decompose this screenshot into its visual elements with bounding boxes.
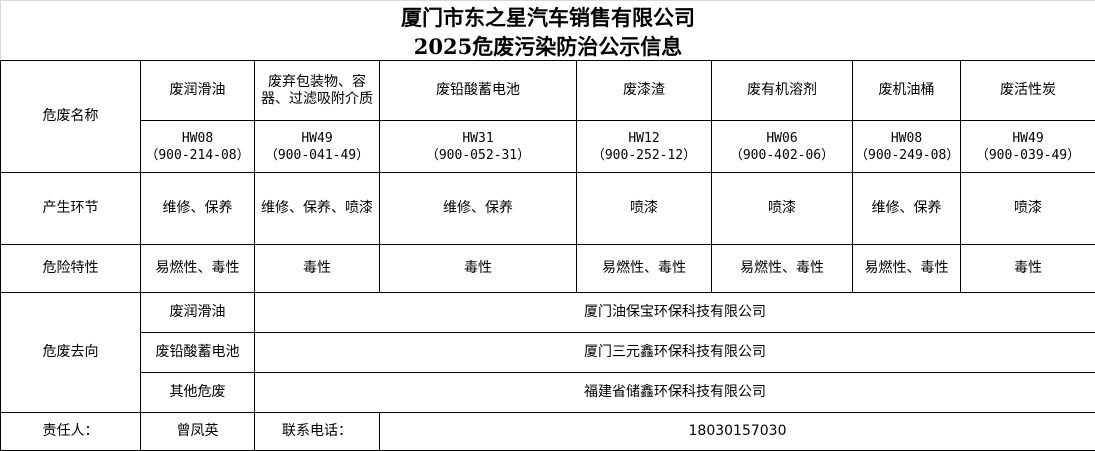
code: HW12 (628, 130, 660, 146)
responsible-person: 曾凤英 (140, 412, 255, 451)
sub-code: （900-039-49） (975, 147, 1081, 163)
company-name: 厦门市东之星汽车销售有限公司 (401, 5, 695, 30)
code: HW31 (462, 130, 494, 146)
sub-code: （900-214-08） (145, 147, 250, 163)
waste-code: HW08 （900-249-08） (852, 120, 961, 173)
process: 喷漆 (576, 172, 712, 245)
destination-type: 废铅酸蓄电池 (140, 332, 255, 373)
hazard: 毒性 (960, 244, 1095, 293)
hazard: 易燃性、毒性 (576, 244, 712, 293)
hazard: 毒性 (379, 244, 577, 293)
hazard: 易燃性、毒性 (140, 244, 255, 293)
process: 维修、保养 (379, 172, 577, 245)
destination-row: 其他危废 福建省储鑫环保科技有限公司 (1, 372, 1095, 413)
sub-code: （900-402-06） (729, 147, 835, 163)
hazardous-waste-table: 危废名称 废润滑油 废弃包装物、容器、过滤吸附介质 废铅酸蓄电池 废漆渣 废有机… (0, 60, 1095, 451)
sub-code: （900-249-08） (855, 147, 960, 163)
code: HW06 (766, 130, 798, 146)
waste-name: 废机油桶 (852, 60, 961, 121)
destination-company: 厦门油保宝环保科技有限公司 (254, 292, 1095, 333)
waste-name: 废有机溶剂 (711, 60, 853, 121)
waste-code: HW12 （900-252-12） (576, 120, 712, 173)
waste-code-row: HW08 （900-214-08） HW49 （900-041-49） HW31 （9… (1, 120, 1095, 173)
destination-type: 废润滑油 (140, 292, 255, 333)
code: HW49 (1012, 130, 1044, 146)
process: 维修、保养 (140, 172, 255, 245)
destination-row: 危废去向 废润滑油 厦门油保宝环保科技有限公司 (0, 292, 1095, 413)
hazard-row: 危险特性 易燃性、毒性 毒性 毒性 易燃性、毒性 易燃性、毒性 易燃性、毒性 毒… (0, 244, 1095, 293)
destination-company: 福建省储鑫环保科技有限公司 (254, 372, 1095, 413)
waste-name: 废漆渣 (576, 60, 712, 121)
process: 维修、保养 (852, 172, 961, 245)
sub-code: （900-041-49） (264, 147, 370, 163)
hazard: 毒性 (254, 244, 380, 293)
responsible-label: 责任人： (0, 412, 141, 451)
waste-name: 废润滑油 (140, 60, 255, 121)
code: HW08 (890, 130, 923, 146)
phone-number: 18030157030 (379, 412, 1095, 451)
process: 喷漆 (960, 172, 1095, 245)
row-label-hazard: 危险特性 (0, 244, 141, 293)
destination-type: 其他危废 (140, 372, 255, 413)
row-label-process: 产生环节 (0, 172, 141, 245)
sub-code: （900-052-31） (425, 147, 531, 163)
code: HW08 (181, 130, 214, 146)
hazard: 易燃性、毒性 (711, 244, 853, 293)
waste-code: HW06 （900-402-06） (711, 120, 853, 173)
destination-row: 废铅酸蓄电池 厦门三元鑫环保科技有限公司 (1, 332, 1095, 373)
process-row: 产生环节 维修、保养 维修、保养、喷漆 维修、保养 喷漆 喷漆 维修、保养 喷漆 (0, 172, 1095, 245)
sub-code: （900-252-12） (591, 147, 697, 163)
contact-row: 责任人： 曾凤英 联系电话： 18030157030 (0, 412, 1095, 451)
process: 维修、保养、喷漆 (254, 172, 380, 245)
phone-label: 联系电话： (254, 412, 380, 451)
waste-code: HW49 （900-041-49） (254, 120, 380, 173)
waste-name: 废活性炭 (960, 60, 1095, 121)
code: HW49 (301, 130, 333, 146)
document-title: 厦门市东之星汽车销售有限公司 2025危废污染防治公示信息 (0, 0, 1095, 60)
waste-name: 废铅酸蓄电池 (379, 60, 577, 121)
notice-title: 2025危废污染防治公示信息 (413, 34, 683, 59)
hazard: 易燃性、毒性 (852, 244, 961, 293)
row-label-destination: 危废去向 (0, 292, 141, 413)
waste-name-row: 危废名称 废润滑油 废弃包装物、容器、过滤吸附介质 废铅酸蓄电池 废漆渣 废有机… (0, 60, 1095, 173)
destination-company: 厦门三元鑫环保科技有限公司 (254, 332, 1095, 373)
waste-code: HW49 （900-039-49） (960, 120, 1095, 173)
waste-name: 废弃包装物、容器、过滤吸附介质 (254, 60, 380, 121)
waste-code: HW31 （900-052-31） (379, 120, 577, 173)
process: 喷漆 (711, 172, 853, 245)
waste-code: HW08 （900-214-08） (140, 120, 255, 173)
row-label-name: 危废名称 (0, 60, 141, 173)
